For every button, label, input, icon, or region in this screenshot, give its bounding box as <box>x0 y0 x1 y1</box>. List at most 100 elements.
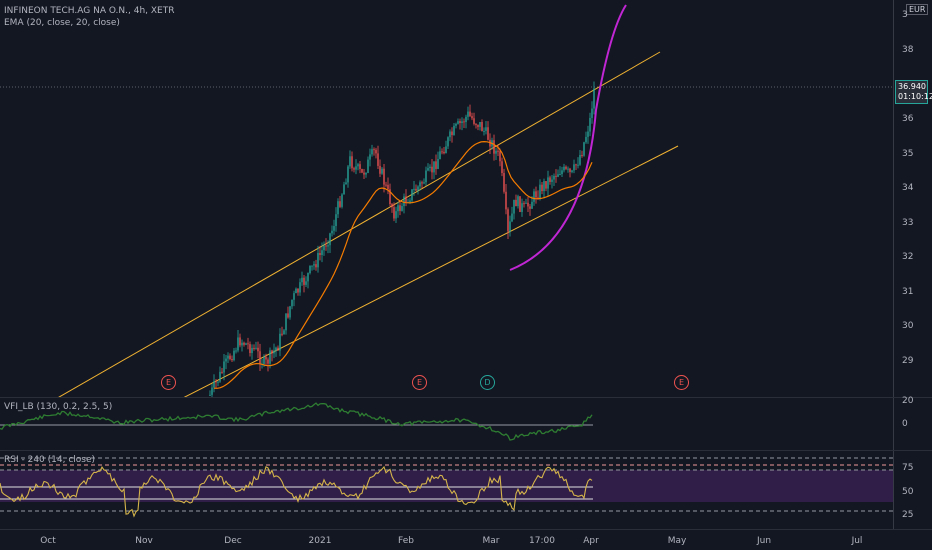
candle-body <box>485 127 487 131</box>
vfi-line <box>0 402 593 441</box>
candle-body <box>223 361 225 373</box>
candle-body <box>367 159 369 173</box>
candle-body <box>463 121 465 123</box>
candle-body <box>413 188 415 190</box>
candle-body <box>437 158 439 169</box>
candle-body <box>389 189 391 205</box>
candle-body <box>263 356 265 364</box>
candle-body <box>481 121 483 132</box>
candle-body <box>397 205 399 212</box>
vfi-axis[interactable]: 20 0 <box>893 396 932 450</box>
candle-body <box>235 350 237 352</box>
candle-body <box>393 207 395 219</box>
rsi-tick: 75 <box>902 463 914 473</box>
candle-body <box>273 350 275 354</box>
price-tick: 38 <box>902 45 914 55</box>
earnings-event-3[interactable]: E <box>674 375 689 390</box>
candle-body <box>237 337 239 351</box>
candle-body <box>267 359 269 364</box>
current-price-tag: 36.940 01:10:12 <box>895 80 932 104</box>
candle-body <box>339 201 341 207</box>
candle-body <box>503 173 505 192</box>
candle-body <box>417 186 419 191</box>
candle-body <box>475 123 477 125</box>
candle-body <box>343 184 345 195</box>
candle-body <box>211 387 213 395</box>
candle-body <box>383 168 385 185</box>
candle-body <box>365 172 367 175</box>
candle-body <box>347 166 349 183</box>
candle-body <box>297 288 299 293</box>
candle-body <box>369 154 371 160</box>
price-chart[interactable] <box>0 0 893 397</box>
candle-body <box>567 168 569 170</box>
rsi-legend: RSI - 240 (14, close) <box>4 455 96 465</box>
price-tick: 31 <box>902 287 914 297</box>
candle-body <box>385 184 387 186</box>
candle-body <box>415 188 417 191</box>
rsi-axis[interactable]: 75 50 25 <box>893 451 932 529</box>
price-axis[interactable]: EUR 3 38 36 35 34 33 32 31 30 29 <box>893 0 932 397</box>
candle-body <box>419 182 421 187</box>
time-label: 17:00 <box>529 536 555 546</box>
price-tick: 29 <box>902 356 914 366</box>
candle-body <box>357 164 359 167</box>
candle-body <box>537 197 539 199</box>
time-label: Mar <box>482 536 500 546</box>
candle-body <box>349 156 351 167</box>
parabolic-arc <box>509 4 627 271</box>
candle-body <box>435 161 437 169</box>
dividend-event[interactable]: D <box>480 375 495 390</box>
time-label: Nov <box>135 536 153 546</box>
price-pane[interactable]: INFINEON TECH.AG NA O.N., 4h, XETR EMA (… <box>0 0 893 397</box>
candle-body <box>281 333 283 335</box>
candle-body <box>227 355 229 359</box>
vfi-pane[interactable]: VFI_LB (130, 0.2, 2.5, 5) <box>0 398 893 450</box>
pane-separator[interactable] <box>0 450 932 451</box>
time-label: Dec <box>224 536 242 546</box>
candle-body <box>381 168 383 174</box>
candle-body <box>547 177 549 189</box>
price-tick: 32 <box>902 252 914 262</box>
earnings-event-1[interactable]: E <box>161 375 176 390</box>
candle-body <box>299 282 301 293</box>
candle-body <box>221 371 223 373</box>
candle-body <box>439 151 441 159</box>
candle-body <box>255 347 257 349</box>
candle-body <box>521 203 523 212</box>
candle-body <box>295 288 297 294</box>
time-label: Jul <box>851 536 863 546</box>
candle-body <box>215 381 217 383</box>
candle-body <box>507 209 509 232</box>
candle-body <box>451 131 453 136</box>
candle-body <box>515 199 517 207</box>
candle-body <box>581 155 583 157</box>
candle-body <box>539 184 541 199</box>
candle-body <box>341 194 343 207</box>
candle-body <box>579 155 581 165</box>
candle-body <box>535 191 537 198</box>
candle-body <box>361 169 363 173</box>
candle-body <box>305 281 307 285</box>
ema-line <box>213 140 593 389</box>
candle-body <box>409 200 411 203</box>
candle-body <box>585 136 587 143</box>
rsi-pane[interactable]: RSI - 240 (14, close) <box>0 451 893 529</box>
candle-body <box>243 342 245 345</box>
time-label: Apr <box>583 536 599 546</box>
pane-separator[interactable] <box>0 397 932 398</box>
candle-body <box>239 337 241 346</box>
candle-body <box>247 343 249 345</box>
earnings-event-2[interactable]: E <box>412 375 427 390</box>
candle-body <box>519 196 521 212</box>
candle-body <box>315 264 317 268</box>
candle-body <box>401 206 403 211</box>
currency-label[interactable]: EUR <box>906 4 929 15</box>
rsi-band <box>0 470 893 502</box>
candle-body <box>337 201 339 215</box>
candle-body <box>405 196 407 203</box>
candle-body <box>213 381 215 388</box>
candle-body <box>573 164 575 171</box>
candle-body <box>495 150 497 154</box>
candles-group <box>209 81 595 397</box>
